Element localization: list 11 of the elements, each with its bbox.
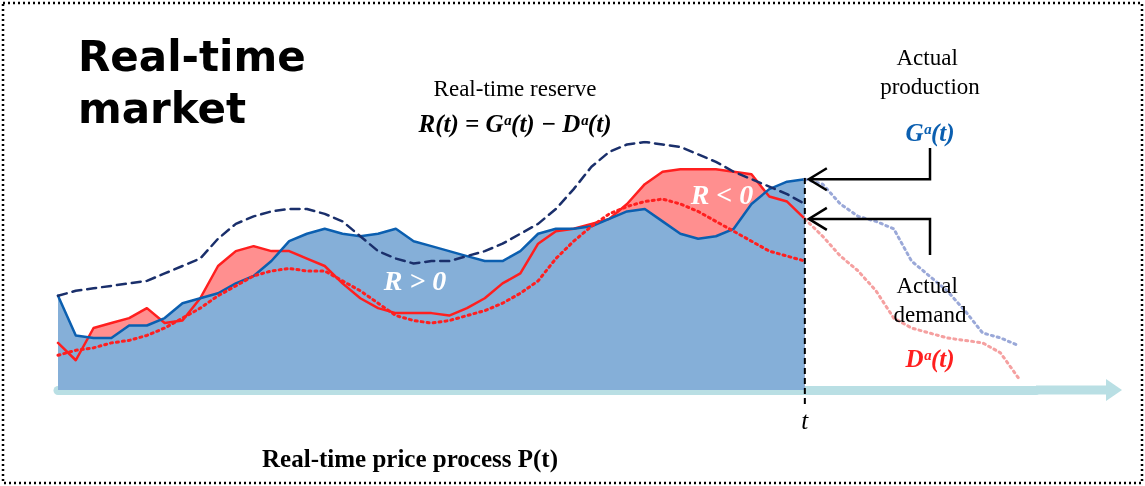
annotation: Actual demand <box>893 273 967 327</box>
annotation: R > 0 <box>382 264 447 296</box>
text: Real-time reserve <box>433 75 597 101</box>
text: R(t) = Gᵃ(t) − Dᵃ(t) <box>417 109 612 138</box>
text: t <box>801 406 810 434</box>
annotation: Dᵃ(t) <box>904 344 955 373</box>
annotation: Gᵃ(t) <box>905 118 955 147</box>
x-axis-title: Real-time price process P(t) <box>262 444 558 473</box>
annotation: R < 0 <box>689 178 754 210</box>
chart-title: Real-time market <box>78 31 321 133</box>
text: Actual production <box>880 45 981 99</box>
